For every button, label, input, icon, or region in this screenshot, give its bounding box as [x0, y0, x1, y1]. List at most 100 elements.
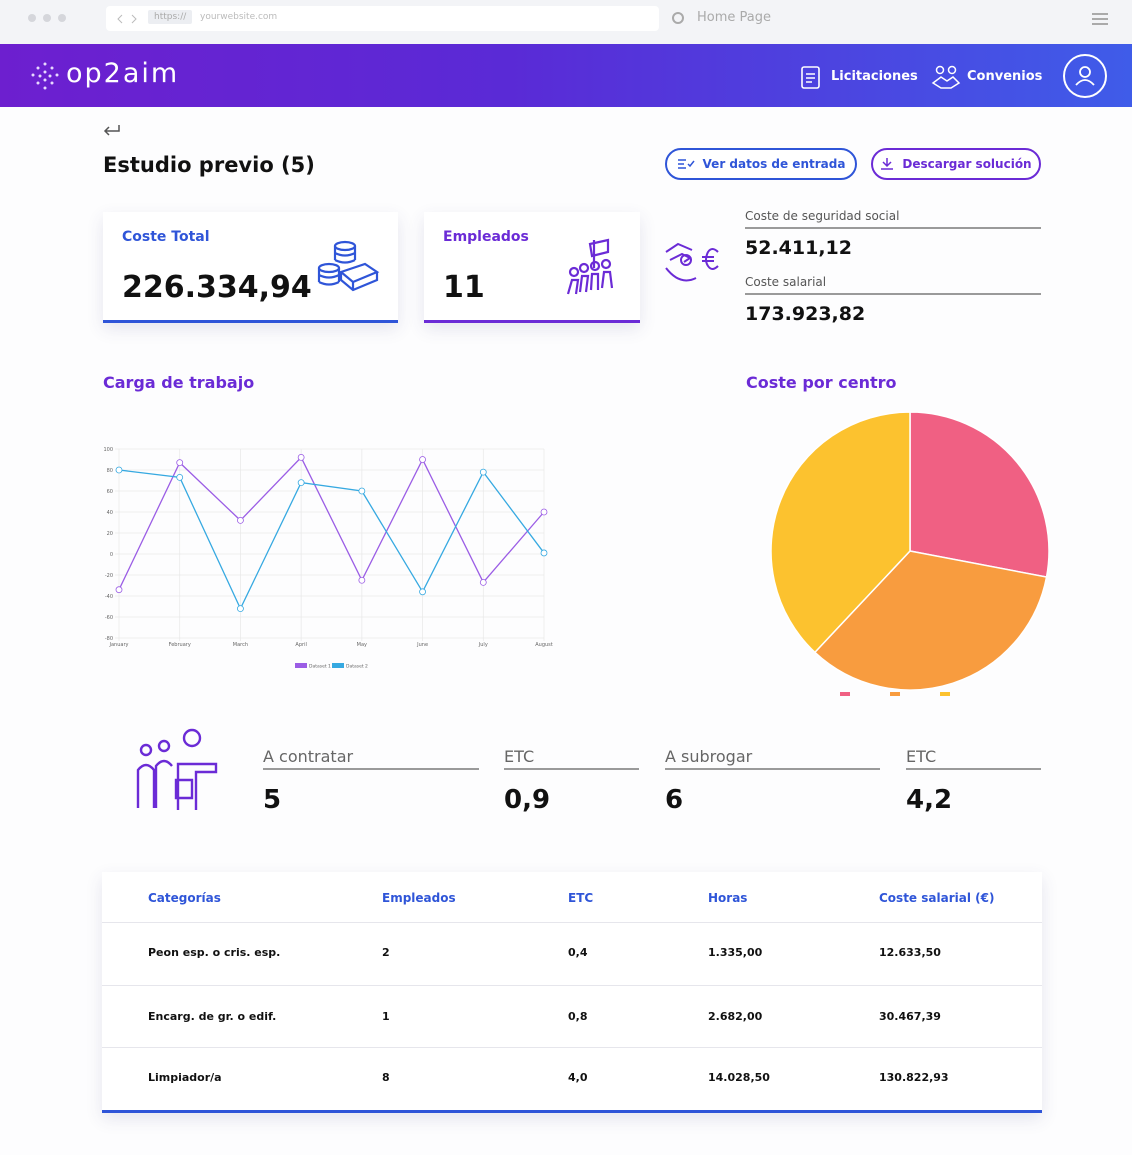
button-label: Descargar solución	[902, 157, 1032, 171]
data-point	[479, 468, 487, 476]
kpi-value: 11	[443, 270, 485, 305]
y-tick-label: 80	[107, 468, 113, 474]
kpi-card: Empleados 11	[424, 212, 640, 323]
table-cell: 12.633,50	[879, 946, 941, 959]
coins-icon	[317, 240, 380, 292]
stat-divider	[504, 768, 639, 770]
convenios-icon[interactable]	[931, 63, 961, 91]
table-cell: 30.467,39	[879, 1010, 941, 1023]
y-tick-label: 100	[103, 447, 113, 453]
table-cell: 0,4	[568, 946, 588, 959]
stat-label: ETC	[906, 747, 937, 766]
chart-title: Carga de trabajo	[103, 373, 255, 392]
data-point	[358, 487, 366, 495]
stat-value: 6	[665, 785, 684, 815]
download-icon	[881, 158, 894, 170]
column-header: Horas	[708, 891, 748, 905]
url-scheme: https://	[148, 10, 193, 24]
table-cell: 4,0	[568, 1071, 588, 1084]
column-header: Coste salarial (€)	[879, 891, 995, 905]
x-tick-label: August	[535, 642, 553, 648]
data-point	[540, 508, 548, 516]
download-button[interactable]: Descargar solución	[871, 148, 1041, 180]
data-point	[115, 586, 123, 594]
stat-label: A subrogar	[665, 747, 753, 766]
x-tick-label: May	[357, 642, 367, 648]
nav-link[interactable]: Convenios	[967, 69, 1043, 84]
browser-bar: https:// yourwebsite.com Home Page	[0, 0, 1132, 44]
user-avatar[interactable]	[1062, 53, 1108, 99]
row-divider	[102, 1047, 1042, 1048]
y-tick-label: 20	[107, 531, 113, 537]
logo-mark	[31, 62, 59, 90]
data-point	[479, 578, 487, 586]
x-tick-label: March	[233, 642, 248, 648]
data-point	[237, 517, 244, 524]
cost-value: 52.411,12	[745, 237, 852, 259]
window-dots	[28, 14, 66, 22]
data-point	[419, 588, 426, 596]
x-tick-label: July	[478, 642, 488, 648]
data-line	[118, 456, 545, 590]
pie-slice	[909, 411, 1050, 578]
table-cell: 1.335,00	[708, 946, 763, 959]
y-tick-label: 40	[107, 510, 113, 516]
data-point	[358, 576, 366, 584]
data-line	[118, 469, 545, 611]
people-icon	[136, 728, 218, 810]
cost-label: Coste salarial	[745, 275, 827, 289]
stat-value: 0,9	[504, 785, 551, 815]
back-button[interactable]	[101, 122, 123, 138]
data-point	[115, 466, 123, 474]
data-point	[176, 473, 184, 481]
data-point	[297, 453, 305, 461]
table-cell: Encarg. de gr. o edif.	[148, 1010, 277, 1023]
kpi-value: 226.334,94	[122, 270, 312, 305]
line-chart: -80 -60 -40 -20 0 20 40 60 80 100 January February M…	[103, 447, 553, 670]
tab-title: Home Page	[697, 10, 771, 25]
y-tick-label: 0	[110, 552, 113, 558]
url-box[interactable]: https:// yourwebsite.com	[106, 6, 659, 31]
data-point	[419, 456, 426, 463]
nav-link[interactable]: Licitaciones	[831, 69, 918, 84]
kpi-label: Coste Total	[122, 229, 210, 245]
list-check-icon	[677, 159, 695, 169]
nav-arrows[interactable]	[116, 12, 140, 26]
legend-swatch	[940, 692, 950, 696]
app-header: op2aim Licitaciones Convenios	[0, 44, 1132, 107]
x-tick-label: February	[169, 642, 191, 648]
x-tick-label: January	[109, 642, 129, 648]
table-cell: 14.028,50	[708, 1071, 770, 1084]
legend-swatch	[332, 663, 344, 668]
stat-value: 4,2	[906, 785, 953, 815]
legend-label: Dataset 2	[346, 664, 368, 670]
menu-icon[interactable]	[1090, 11, 1110, 27]
y-tick-label: -80	[105, 636, 113, 642]
column-header: Empleados	[382, 891, 456, 905]
reload-icon[interactable]	[670, 10, 686, 26]
column-header: ETC	[568, 891, 594, 905]
cost-divider	[745, 227, 1041, 229]
cost-divider	[745, 293, 1041, 295]
licitaciones-icon[interactable]	[798, 64, 824, 90]
stat-value: 5	[263, 785, 282, 815]
data-point	[176, 459, 184, 467]
table-cell: 2.682,00	[708, 1010, 763, 1023]
pie-slice	[770, 411, 911, 654]
pie-chart	[770, 411, 1050, 696]
legend-label: Dataset 1	[309, 664, 331, 670]
data-point	[540, 549, 548, 557]
view-input-button[interactable]: Ver datos de entrada	[665, 148, 857, 180]
logo-text[interactable]: op2aim	[66, 58, 180, 89]
url: yourwebsite.com	[200, 12, 278, 22]
hand-euro-icon	[665, 242, 719, 282]
page-title: Estudio previo (5)	[103, 153, 315, 177]
row-divider	[102, 985, 1042, 986]
stat-divider	[263, 768, 479, 770]
table-cell: 8	[382, 1071, 390, 1084]
stat-label: A contratar	[263, 747, 354, 766]
kpi-card: Coste Total 226.334,94	[103, 212, 398, 323]
legend-swatch	[890, 692, 900, 696]
table-cell: Limpiador/a	[148, 1071, 222, 1084]
